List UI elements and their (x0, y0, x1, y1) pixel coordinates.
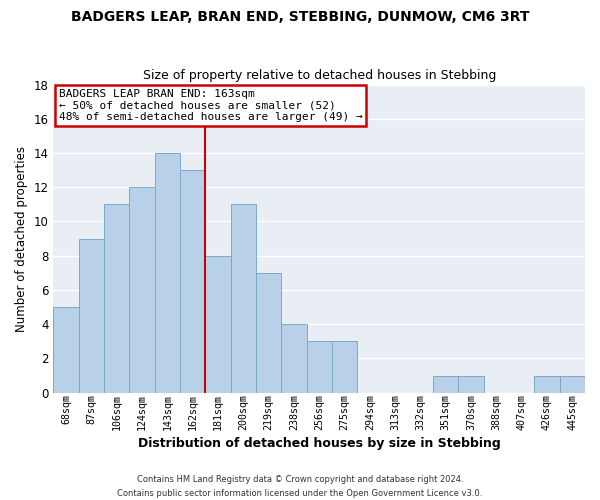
Title: Size of property relative to detached houses in Stebbing: Size of property relative to detached ho… (143, 69, 496, 82)
Y-axis label: Number of detached properties: Number of detached properties (15, 146, 28, 332)
Bar (230, 204, 256, 392)
Bar (79, 238, 104, 392)
Bar (433, 376, 458, 392)
Bar (535, 376, 560, 392)
Bar (180, 170, 205, 392)
Text: BADGERS LEAP, BRAN END, STEBBING, DUNMOW, CM6 3RT: BADGERS LEAP, BRAN END, STEBBING, DUNMOW… (71, 10, 529, 24)
Bar (256, 273, 281, 392)
Bar (53, 307, 79, 392)
Bar (130, 188, 155, 392)
Bar (458, 376, 484, 392)
X-axis label: Distribution of detached houses by size in Stebbing: Distribution of detached houses by size … (138, 437, 500, 450)
Bar (332, 342, 357, 392)
Bar (155, 153, 180, 392)
Bar (560, 376, 585, 392)
Bar (307, 342, 332, 392)
Bar (205, 256, 230, 392)
Bar (281, 324, 307, 392)
Text: BADGERS LEAP BRAN END: 163sqm
← 50% of detached houses are smaller (52)
48% of s: BADGERS LEAP BRAN END: 163sqm ← 50% of d… (59, 89, 362, 122)
Text: Contains HM Land Registry data © Crown copyright and database right 2024.
Contai: Contains HM Land Registry data © Crown c… (118, 476, 482, 498)
Bar (104, 204, 130, 392)
